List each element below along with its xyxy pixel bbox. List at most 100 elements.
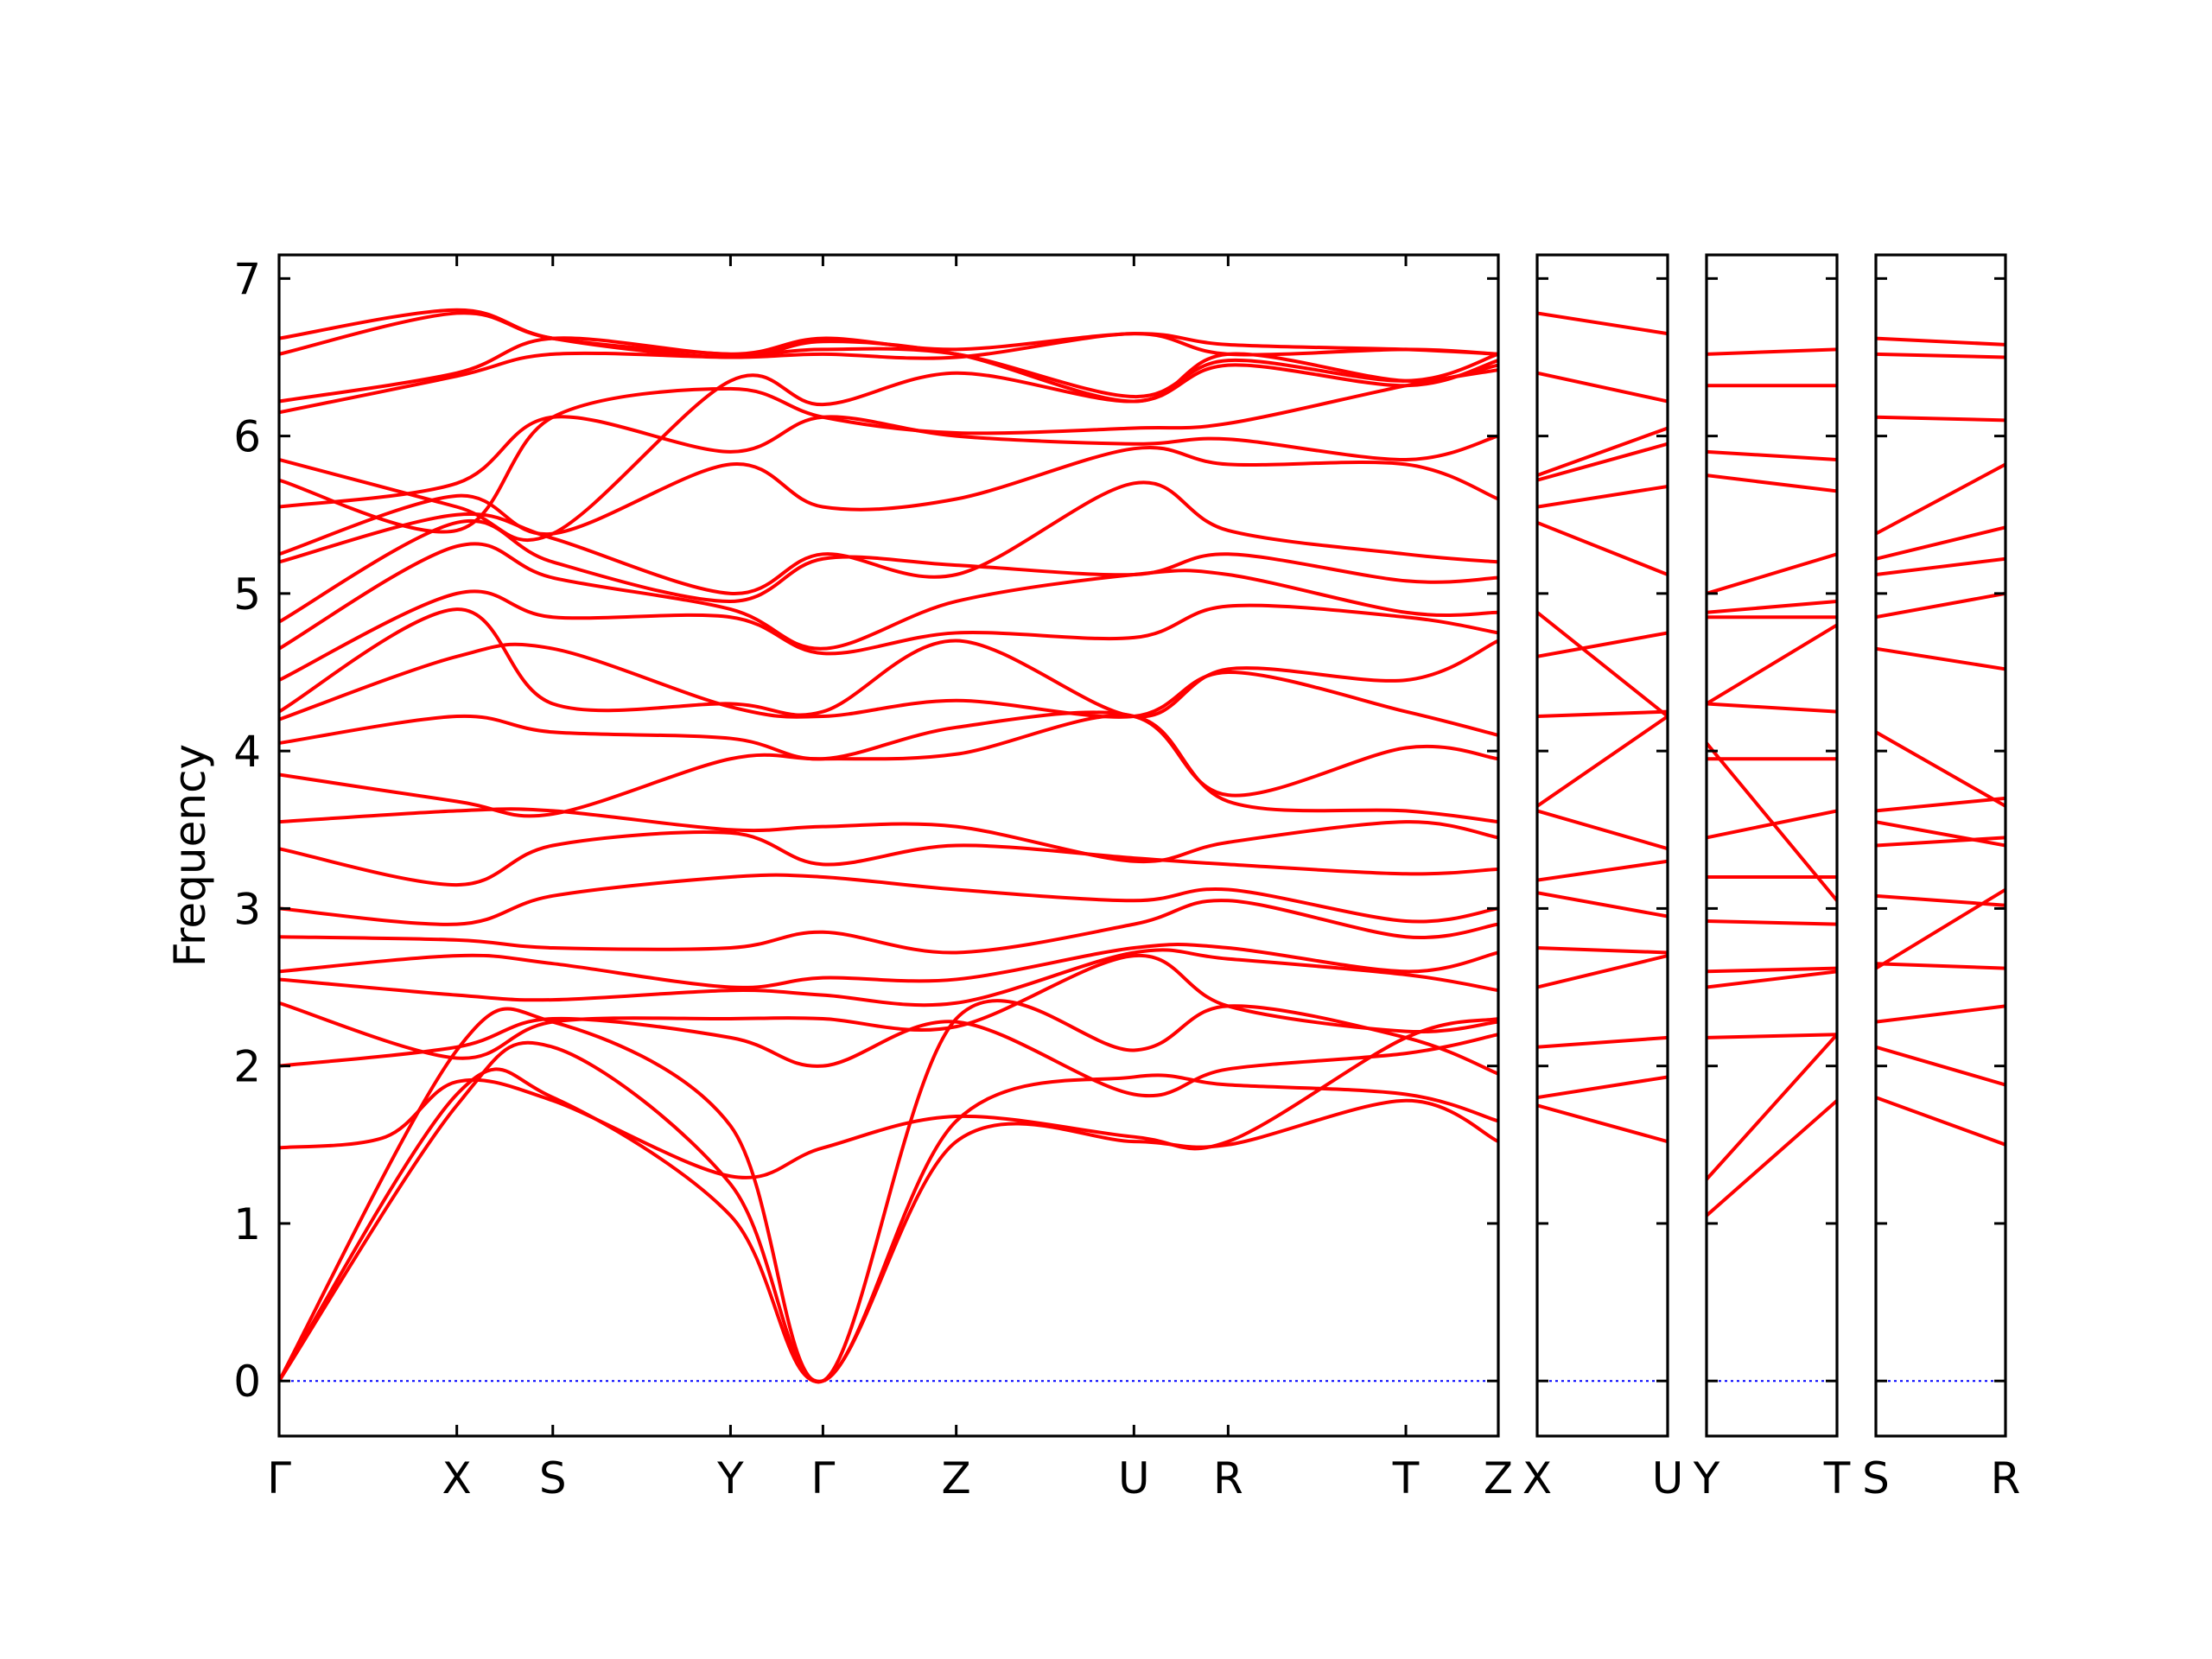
band-17 [1537,371,1668,404]
band-23 [279,368,1498,534]
band-3 [1876,1004,2005,1024]
band-1 [279,1067,1498,1384]
y-axis-label: Frequency [165,744,215,967]
band-10 [1707,741,1837,903]
bands [1537,311,1668,1144]
band-17 [1876,352,2005,359]
y-tick-label: 1 [233,1199,261,1249]
x-tick-label: Γ [267,1453,291,1503]
x-tick-label: T [1823,1453,1851,1503]
band-18 [1537,311,1668,336]
band-4 [1876,962,2005,970]
band-15 [1876,462,2005,536]
band-4 [1537,954,1668,989]
band-16 [1707,474,1837,493]
x-tick-label: S [539,1453,567,1503]
x-tick-label: R [1991,1453,2021,1503]
band-2 [1876,1045,2005,1087]
band-12 [1537,610,1668,719]
band-11 [279,830,1498,887]
band-22 [279,415,1498,509]
band-6 [1707,918,1837,926]
band-6 [1876,893,2005,907]
band-21 [279,446,1498,556]
band-14 [1537,484,1668,509]
band-8 [279,942,1498,989]
band-14 [279,710,1498,798]
panel-frame [1705,253,1839,1438]
x-tick-label: X [442,1453,472,1503]
band-5 [1537,945,1668,955]
bands [279,308,1498,1384]
panel-frame [1874,253,2007,1438]
band-13 [1876,556,2005,576]
band-9 [1537,715,1668,808]
band-5 [279,1016,1498,1098]
band-17 [279,589,1498,683]
y-tick-label: 5 [233,569,261,620]
band-12 [1707,623,1837,706]
bands [1876,336,2005,1147]
panel-frame [277,253,1500,1438]
band-7 [1537,859,1668,882]
band-11 [1537,631,1668,658]
band-15 [1537,442,1668,482]
band-13 [1537,520,1668,576]
band-6 [1537,891,1668,918]
x-tick-label: X [1522,1453,1552,1503]
band-16 [1537,426,1668,478]
band-18 [1876,336,2005,346]
band-1 [1537,1103,1668,1144]
panel-frame [1535,253,1669,1438]
band-10 [1876,730,2005,808]
y-tick-label: 6 [233,412,261,462]
x-tick-label: S [1862,1453,1890,1503]
band-12 [1876,591,2005,620]
band-1 [1876,1096,2005,1147]
x-tick-label: R [1213,1453,1243,1503]
x-tick-label: U [1652,1453,1684,1503]
band-2 [1537,1075,1668,1100]
bands [1707,347,1837,1217]
band-11 [1707,702,1837,714]
x-tick-label: Z [942,1453,971,1503]
band-2 [279,1040,1498,1383]
x-tick-label: Y [1693,1453,1720,1503]
band-12 [279,807,1498,864]
band-28 [279,308,1498,404]
band-15 [279,642,1498,737]
x-tick-label: Z [1484,1453,1513,1503]
y-tick-label: 7 [233,254,261,304]
x-tick-label: U [1118,1453,1150,1503]
band-25 [279,332,1498,415]
y-tick-label: 3 [233,884,261,934]
band-27 [279,311,1498,399]
band-19 [279,519,1498,624]
band-10 [279,873,1498,926]
band-17 [1707,449,1837,461]
y-axis: 0 1 2 3 4 5 6 7 [233,254,261,1407]
band-1 [1707,1098,1837,1217]
band-19 [1707,347,1837,356]
band-10 [1537,709,1668,719]
band-24 [279,359,1498,543]
band-3 [1537,1035,1668,1049]
y-tick-label: 4 [233,727,261,777]
band-8 [1537,809,1668,851]
band-3 [1707,1033,1837,1039]
band-18 [279,542,1498,651]
band-11 [1876,646,2005,671]
band-2 [1707,1033,1837,1181]
band-14 [1707,599,1837,614]
x-tick-label: Y [716,1453,744,1503]
band-6 [279,954,1498,1060]
y-tick-label: 0 [233,1357,261,1407]
x-tick-label: T [1392,1453,1420,1503]
band-3 [279,999,1498,1384]
band-16 [1876,415,2005,423]
y-tick-label: 2 [233,1042,261,1092]
